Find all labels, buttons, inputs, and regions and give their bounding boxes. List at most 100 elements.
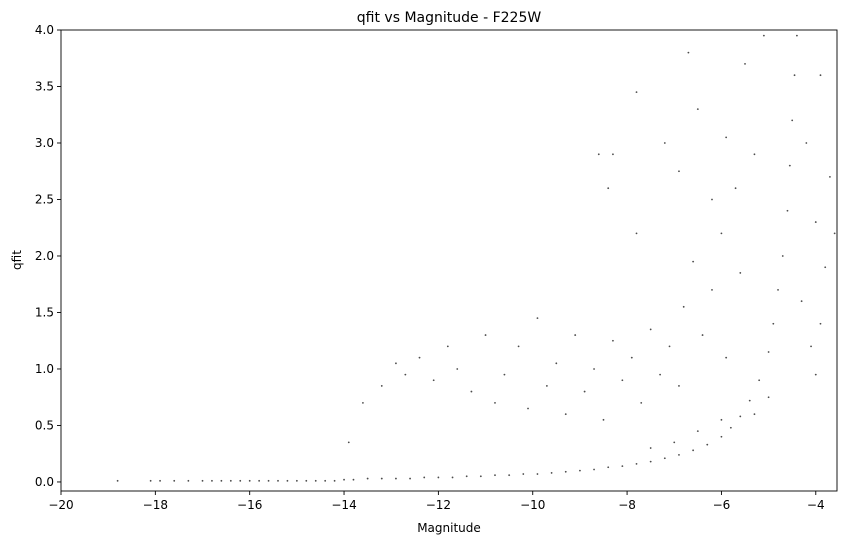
scatter-point-43: [663, 457, 666, 460]
scatter-point-90: [668, 345, 671, 348]
x-tick-label-5: −10: [520, 498, 545, 512]
scatter-point-55: [781, 255, 784, 257]
scatter-point-120: [701, 334, 704, 336]
scatter-point-54: [777, 288, 779, 291]
scatter-point-103: [725, 136, 728, 139]
scatter-point-126: [673, 441, 676, 444]
scatter-point-89: [659, 373, 661, 376]
scatter-point-42: [649, 460, 652, 463]
scatter-point-95: [635, 232, 638, 235]
scatter-point-16: [305, 479, 308, 482]
y-tick-label-0: 0.0: [35, 475, 54, 489]
scatter-point-34: [536, 473, 539, 475]
y-tick-label-4: 2.0: [35, 249, 54, 263]
scatter-point-66: [418, 356, 421, 359]
scatter-point-32: [508, 474, 511, 477]
scatter-point-75: [527, 407, 529, 410]
x-tick-label-4: −12: [426, 498, 451, 512]
scatter-point-31: [494, 474, 496, 477]
scatter-point-19: [333, 479, 336, 482]
scatter-point-105: [744, 63, 746, 65]
scatter-point-35: [550, 472, 553, 474]
scatter-point-38: [593, 468, 595, 471]
scatter-point-30: [479, 475, 482, 478]
x-tick-label-0: −20: [48, 498, 73, 512]
scatter-point-84: [612, 339, 614, 342]
scatter-point-99: [687, 51, 690, 54]
scatter-point-65: [404, 373, 407, 376]
scatter-point-64: [395, 362, 397, 365]
scatter-point-119: [711, 288, 713, 291]
scatter-point-22: [366, 477, 369, 480]
scatter-point-40: [621, 465, 624, 468]
scatter-point-128: [753, 413, 756, 416]
scatter-point-97: [663, 142, 666, 144]
scatter-point-7: [220, 479, 223, 482]
plot-frame: [60, 29, 838, 492]
scatter-point-20: [343, 478, 345, 481]
scatter-point-47: [720, 435, 723, 438]
scatter-point-52: [767, 351, 770, 353]
scatter-point-122: [682, 305, 685, 308]
scatter-point-50: [748, 399, 751, 402]
scatter-point-80: [574, 334, 577, 336]
scatter-point-94: [607, 187, 610, 190]
x-tick-label-8: −4: [807, 498, 825, 512]
scatter-point-27: [437, 476, 440, 479]
scatter-point-12: [267, 479, 270, 482]
scatter-point-106: [753, 153, 756, 156]
scatter-point-1: [149, 479, 152, 482]
scatter-point-98: [678, 170, 680, 173]
y-axis-ticks: 0.0 0.5 1.0 1.5 2.0 2.5 3.0 3.5 4.0: [35, 23, 61, 489]
scatter-point-41: [635, 462, 638, 465]
scatter-point-3: [173, 479, 176, 482]
scatter-point-5: [201, 479, 204, 482]
scatter-point-39: [607, 466, 610, 469]
scatter-point-104: [734, 187, 737, 190]
scatter-point-10: [248, 479, 251, 482]
scatter-point-101: [711, 198, 713, 201]
scatter-point-48: [729, 426, 732, 429]
scatter-point-74: [517, 345, 520, 348]
scatter-point-78: [555, 362, 558, 365]
scatter-point-72: [494, 401, 496, 404]
scatter-point-21: [352, 478, 355, 481]
scatter-point-57: [788, 164, 791, 167]
scatter-point-79: [564, 413, 567, 416]
scatter-point-123: [739, 272, 742, 274]
scatter-point-83: [602, 418, 605, 421]
scatter-point-17: [314, 479, 317, 482]
x-axis-label: Magnitude: [417, 521, 481, 535]
scatter-point-91: [678, 385, 680, 387]
scatter-point-96: [635, 91, 638, 94]
scatter-point-13: [277, 479, 279, 482]
scatter-point-102: [720, 232, 723, 235]
scatter-point-49: [739, 415, 742, 418]
scatter-point-8: [229, 479, 232, 482]
scatter-point-61: [347, 441, 350, 444]
x-axis-ticks: −20 −18 −16 −14 −12 −10 −8 −6 −4: [48, 491, 825, 512]
scatter-point-2: [159, 479, 161, 482]
scatter-point-112: [829, 175, 831, 178]
scatter-point-124: [720, 418, 723, 421]
scatter-point-6: [211, 479, 213, 482]
scatter-point-33: [522, 473, 525, 475]
scatter-point-25: [409, 477, 411, 480]
y-tick-label-1: 0.5: [35, 418, 54, 432]
scatter-point-109: [814, 221, 817, 223]
scatter-point-4: [187, 479, 190, 482]
x-tick-label-6: −8: [618, 498, 636, 512]
scatter-point-117: [819, 322, 822, 325]
scatter-point-46: [706, 443, 709, 446]
scatter-point-113: [833, 232, 836, 235]
scatter-point-92: [597, 153, 600, 156]
scatter-point-111: [824, 266, 827, 269]
scatter-point-114: [800, 300, 803, 303]
scatter-point-24: [395, 477, 397, 480]
scatter-point-100: [696, 108, 699, 110]
scatter-point-45: [692, 449, 695, 452]
y-tick-label-8: 4.0: [35, 23, 54, 37]
scatter-point-0: [116, 479, 119, 482]
scatter-point-67: [432, 379, 435, 382]
x-tick-label-7: −6: [713, 498, 731, 512]
